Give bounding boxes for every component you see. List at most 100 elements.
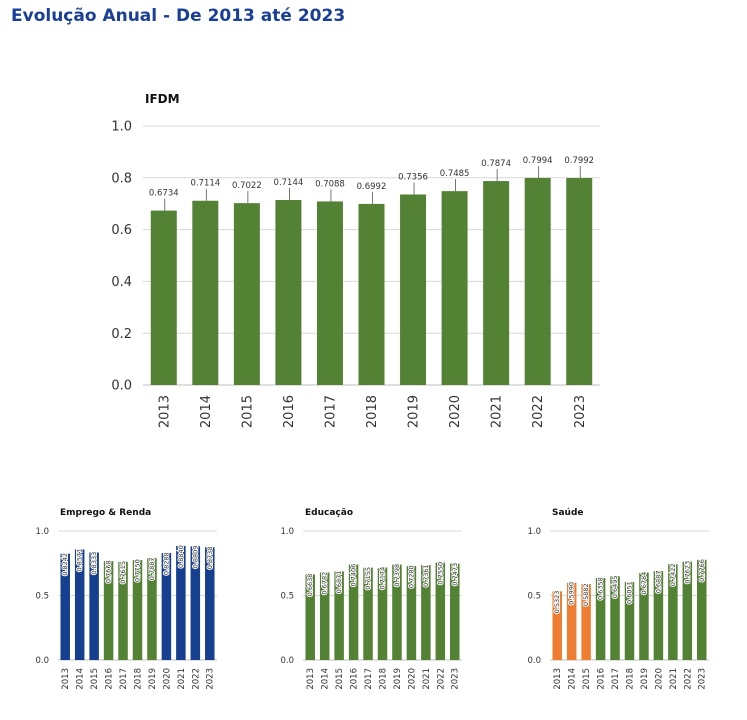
ifdm-x-tick-label: 2023 <box>573 395 588 428</box>
educacao-value-label: 0.7155 <box>364 567 372 590</box>
ifdm-x-tick-label: 2020 <box>448 395 463 428</box>
educacao-y-tick-label: 1.0 <box>280 527 294 537</box>
educacao-bar-2017 <box>363 567 373 660</box>
saude-bar-2022 <box>682 561 693 660</box>
saude-y-tick-label: 0.5 <box>527 591 541 601</box>
saude-x-tick-label: 2014 <box>568 668 578 690</box>
emprego-renda-x-tick-label: 2017 <box>119 668 129 690</box>
ifdm-x-tick-label: 2021 <box>490 395 505 428</box>
emprego-renda-value-label: 0.8840 <box>177 545 185 568</box>
emprego-renda-bar-2020 <box>161 553 172 660</box>
emprego-renda-x-tick-label: 2019 <box>148 668 158 690</box>
ifdm-bar-2023 <box>566 178 593 385</box>
emprego-renda-value-label: 0.7887 <box>148 558 156 581</box>
ifdm-value-label: 0.7356 <box>398 172 428 182</box>
saude-x-tick-label: 2020 <box>654 668 664 690</box>
saude-x-tick-label: 2017 <box>611 668 621 690</box>
saude-bar-2014 <box>566 582 577 660</box>
educacao-bar-2022 <box>435 562 446 660</box>
educacao-value-label: 0.7174 <box>379 567 387 590</box>
ifdm-value-label: 0.7022 <box>232 181 262 191</box>
saude-value-label: 0.5323 <box>553 591 561 614</box>
saude-value-label: 0.7422 <box>669 564 677 587</box>
ifdm-y-tick-label: 0.0 <box>111 379 132 394</box>
educacao-bar-2013 <box>305 574 315 660</box>
ifdm-value-label: 0.7144 <box>274 178 304 188</box>
emprego-renda-x-tick-label: 2023 <box>206 668 216 690</box>
educacao-bar-2016 <box>348 564 359 660</box>
saude-x-tick-label: 2021 <box>669 668 679 690</box>
saude-x-tick-label: 2016 <box>597 668 607 690</box>
ifdm-value-label: 0.7485 <box>440 169 470 179</box>
educacao-x-tick-label: 2015 <box>335 668 345 690</box>
educacao-value-label: 0.7398 <box>393 564 401 587</box>
educacao-y-tick-label: 0.5 <box>280 591 294 601</box>
saude-x-tick-label: 2023 <box>698 668 708 690</box>
emprego-renda-value-label: 0.8809 <box>191 546 199 569</box>
emprego-renda-value-label: 0.7615 <box>119 561 127 584</box>
educacao-x-tick-label: 2016 <box>350 668 360 690</box>
saude-bar-2019 <box>639 572 649 660</box>
ifdm-bar-2017 <box>316 201 343 385</box>
educacao-x-tick-label: 2013 <box>306 668 316 690</box>
educacao-value-label: 0.7280 <box>407 565 415 588</box>
ifdm-x-tick-label: 2015 <box>240 395 255 428</box>
emprego-renda-x-tick-label: 2016 <box>105 668 115 690</box>
emprego-renda-x-tick-label: 2013 <box>61 668 71 690</box>
saude-value-label: 0.6784 <box>640 572 648 595</box>
emprego-renda-x-tick-label: 2021 <box>177 668 187 690</box>
saude-x-tick-label: 2018 <box>625 668 635 690</box>
ifdm-y-tick-label: 1.0 <box>111 120 132 135</box>
emprego-renda-x-tick-label: 2014 <box>76 668 86 690</box>
saude-bar-2023 <box>697 559 707 660</box>
emprego-renda-value-label: 0.7750 <box>134 559 142 582</box>
emprego-renda-bar-2016 <box>103 561 114 660</box>
ifdm-bar-2019 <box>400 194 427 385</box>
emprego-renda-bar-2013 <box>60 553 70 660</box>
educacao-value-label: 0.6871 <box>335 571 343 594</box>
ifdm-title: IFDM <box>145 92 180 106</box>
ifdm-bar-2018 <box>358 203 385 385</box>
saude-x-tick-label: 2019 <box>640 668 650 690</box>
ifdm-x-tick-label: 2014 <box>199 395 214 428</box>
emprego-renda-x-tick-label: 2022 <box>191 668 201 690</box>
emprego-renda-value-label: 0.8242 <box>61 553 69 576</box>
emprego-renda-bar-2017 <box>118 561 128 660</box>
emprego-renda-x-tick-label: 2015 <box>90 668 100 690</box>
saude-value-label: 0.6358 <box>597 577 605 600</box>
saude-x-tick-label: 2013 <box>553 668 563 690</box>
educacao-x-tick-label: 2023 <box>451 668 461 690</box>
educacao-x-tick-label: 2022 <box>436 668 446 690</box>
ifdm-value-label: 0.7088 <box>315 179 345 189</box>
saude-bar-2021 <box>668 564 678 660</box>
ifdm-x-tick-label: 2016 <box>282 395 297 428</box>
saude-x-tick-label: 2022 <box>683 668 693 690</box>
ifdm-value-label: 0.6992 <box>357 182 387 192</box>
educacao-bar-2023 <box>450 563 460 660</box>
ifdm-x-tick-label: 2022 <box>531 395 546 428</box>
educacao-value-label: 0.6782 <box>321 572 329 595</box>
educacao-x-tick-label: 2017 <box>364 668 374 690</box>
saude-x-tick-label: 2015 <box>582 668 592 690</box>
emprego-renda-value-label: 0.7668 <box>105 560 113 583</box>
ifdm-value-label: 0.7874 <box>481 159 511 169</box>
emprego-renda-bar-2015 <box>89 552 99 660</box>
ifdm-bar-2014 <box>192 200 219 385</box>
ifdm-x-tick-label: 2018 <box>365 395 380 428</box>
emprego-renda-title: Emprego & Renda <box>60 508 151 518</box>
educacao-bar-2020 <box>406 566 417 660</box>
ifdm-y-tick-label: 0.2 <box>111 327 132 342</box>
ifdm-x-tick-label: 2019 <box>407 395 422 428</box>
emprego-renda-bar-2022 <box>190 546 201 660</box>
saude-value-label: 0.5990 <box>568 582 576 605</box>
saude-value-label: 0.6051 <box>626 581 634 604</box>
ifdm-bar-2013 <box>150 210 177 385</box>
saude-value-label: 0.7766 <box>698 559 706 582</box>
emprego-renda-bar-2014 <box>74 549 85 660</box>
saude-value-label: 0.5882 <box>582 583 590 606</box>
ifdm-value-label: 0.7114 <box>190 179 220 189</box>
emprego-renda-x-tick-label: 2020 <box>162 668 172 690</box>
emprego-renda-value-label: 0.8738 <box>206 547 214 570</box>
saude-value-label: 0.6495 <box>611 575 619 598</box>
